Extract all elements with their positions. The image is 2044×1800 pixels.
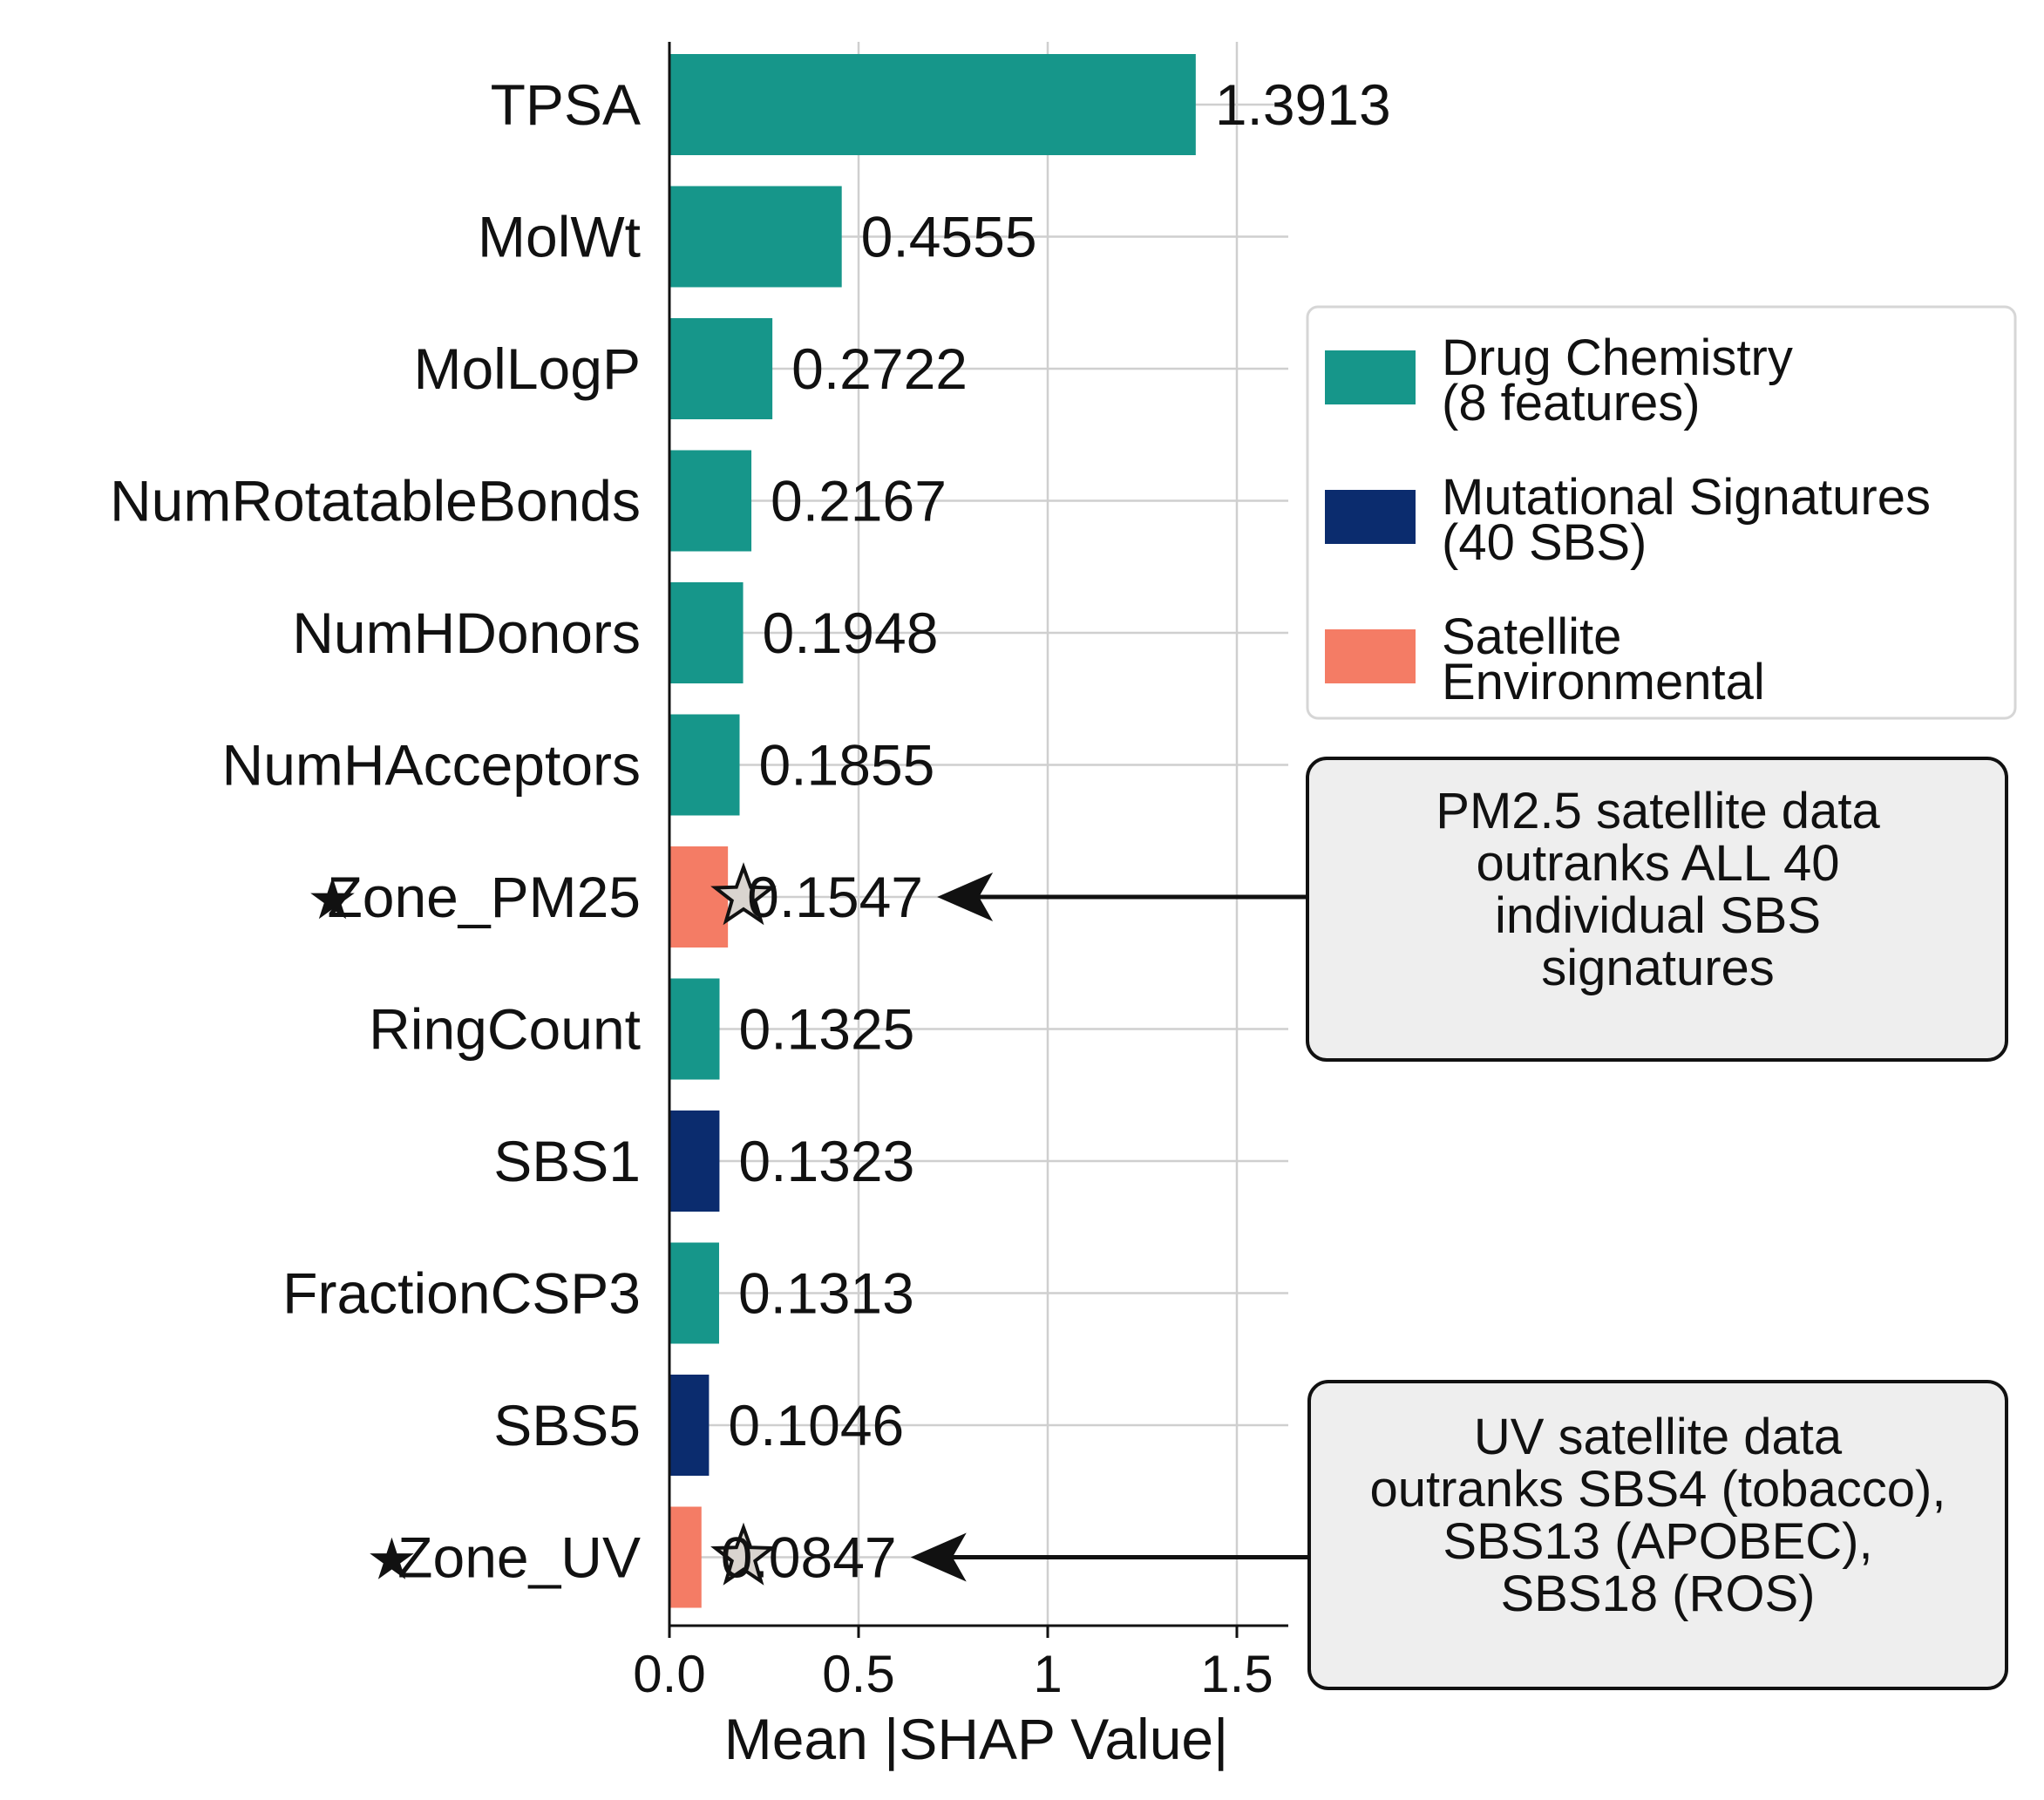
category-label-Zone_PM25: Zone_PM25 — [327, 865, 641, 929]
value-label-RingCount: 0.1325 — [739, 997, 915, 1062]
value-label-NumHAcceptors: 0.1855 — [759, 733, 935, 798]
category-label-SBS1: SBS1 — [493, 1129, 641, 1193]
category-label-NumHAcceptors: NumHAcceptors — [222, 733, 641, 798]
legend-swatch-satellite — [1325, 629, 1416, 683]
value-label-SBS1: 0.1323 — [738, 1129, 914, 1193]
value-label-MolLogP: 0.2722 — [791, 336, 968, 401]
category-label-FractionCSP3: FractionCSP3 — [282, 1261, 641, 1326]
category-label-SBS5: SBS5 — [493, 1393, 641, 1457]
value-label-NumRotatableBonds: 0.2167 — [771, 469, 947, 533]
annotation-text: outranks SBS4 (tobacco), — [1370, 1461, 1946, 1518]
value-label-FractionCSP3: 0.1313 — [738, 1261, 914, 1326]
legend-swatch-mutational — [1325, 490, 1416, 544]
annotation-box — [1307, 1380, 2008, 1690]
bar-SBS5 — [669, 1375, 710, 1476]
category-label-NumHDonors: NumHDonors — [292, 601, 641, 665]
value-label-Zone_UV: 0.0847 — [721, 1525, 897, 1590]
x-tick-label: 0.0 — [633, 1645, 705, 1703]
value-label-NumHDonors: 0.1948 — [763, 601, 939, 665]
star-icon: ★ — [307, 866, 358, 931]
bar-TPSA — [669, 54, 1196, 155]
category-label-Zone_UV: Zone_UV — [397, 1525, 641, 1590]
value-label-SBS5: 0.1046 — [728, 1393, 904, 1457]
category-labels: TPSA MolWt MolLogP NumRotatableBonds NumHDon… — [110, 72, 641, 1592]
bar-NumHDonors — [669, 582, 744, 683]
grid-lines — [669, 42, 1288, 1626]
bar-star-icon — [710, 1522, 777, 1586]
annotation-box — [1306, 757, 2008, 1062]
annotation-text: signatures — [1541, 940, 1775, 996]
annotation-text: UV satellite data — [1474, 1409, 1843, 1465]
legend-label-satellite: Environmental — [1442, 654, 1765, 710]
x-axis: 0.0 0.5 1 1.5 — [633, 42, 1288, 1703]
bar-FractionCSP3 — [669, 1242, 719, 1344]
bar-MolLogP — [669, 318, 773, 419]
value-labels: 1.3913 0.4555 0.2722 0.2167 0.1948 0.1855 0.15… — [721, 72, 1391, 1590]
legend-label-drug: Drug Chemistry — [1442, 329, 1793, 386]
category-label-NumRotatableBonds: NumRotatableBonds — [110, 469, 641, 533]
bar-star-icon — [710, 862, 777, 926]
legend: Drug Chemistry(8 features) Mutational Sig… — [1306, 305, 2017, 720]
x-tick-label: 1.5 — [1200, 1645, 1273, 1703]
annotation-text: outranks ALL 40 — [1476, 835, 1839, 892]
x-tick-label: 0.5 — [822, 1645, 894, 1703]
legend-label-drug: (8 features) — [1442, 375, 1701, 431]
arrowhead-icon — [937, 873, 994, 921]
annotation-text: PM2.5 satellite data — [1436, 783, 1880, 839]
annotation-text: individual SBS — [1495, 887, 1821, 944]
annotation-text: SBS13 (APOBEC), — [1443, 1513, 1872, 1570]
legend-box — [1306, 305, 2017, 720]
category-label-TPSA: TPSA — [491, 72, 641, 137]
legend-swatch-drug — [1325, 350, 1416, 404]
category-label-MolWt: MolWt — [478, 205, 641, 269]
x-tick-label: 1 — [1033, 1645, 1062, 1703]
bar-Zone_PM25 — [669, 846, 729, 948]
bar-NumRotatableBonds — [669, 450, 752, 552]
star-icon: ★ — [366, 1527, 418, 1592]
bar-NumHAcceptors — [669, 714, 740, 816]
legend-label-mutational: (40 SBS) — [1442, 514, 1647, 571]
bar-RingCount — [669, 978, 720, 1080]
arrowhead-icon — [910, 1532, 967, 1582]
annotation-text: SBS18 (ROS) — [1501, 1566, 1816, 1622]
legend-label-satellite: Satellite — [1442, 608, 1621, 665]
category-label-RingCount: RingCount — [369, 997, 641, 1062]
bar-MolWt — [669, 186, 842, 288]
x-axis-title: Mean |SHAP Value| — [724, 1707, 1229, 1771]
value-label-Zone_PM25: 0.1547 — [747, 865, 923, 929]
bar-SBS1 — [669, 1111, 720, 1212]
bars — [669, 54, 1196, 1608]
value-label-MolWt: 0.4555 — [861, 205, 1037, 269]
value-label-TPSA: 1.3913 — [1215, 72, 1391, 137]
bar-Zone_UV — [669, 1506, 702, 1608]
legend-label-mutational: Mutational Signatures — [1442, 469, 1931, 526]
category-label-MolLogP: MolLogP — [414, 336, 642, 401]
